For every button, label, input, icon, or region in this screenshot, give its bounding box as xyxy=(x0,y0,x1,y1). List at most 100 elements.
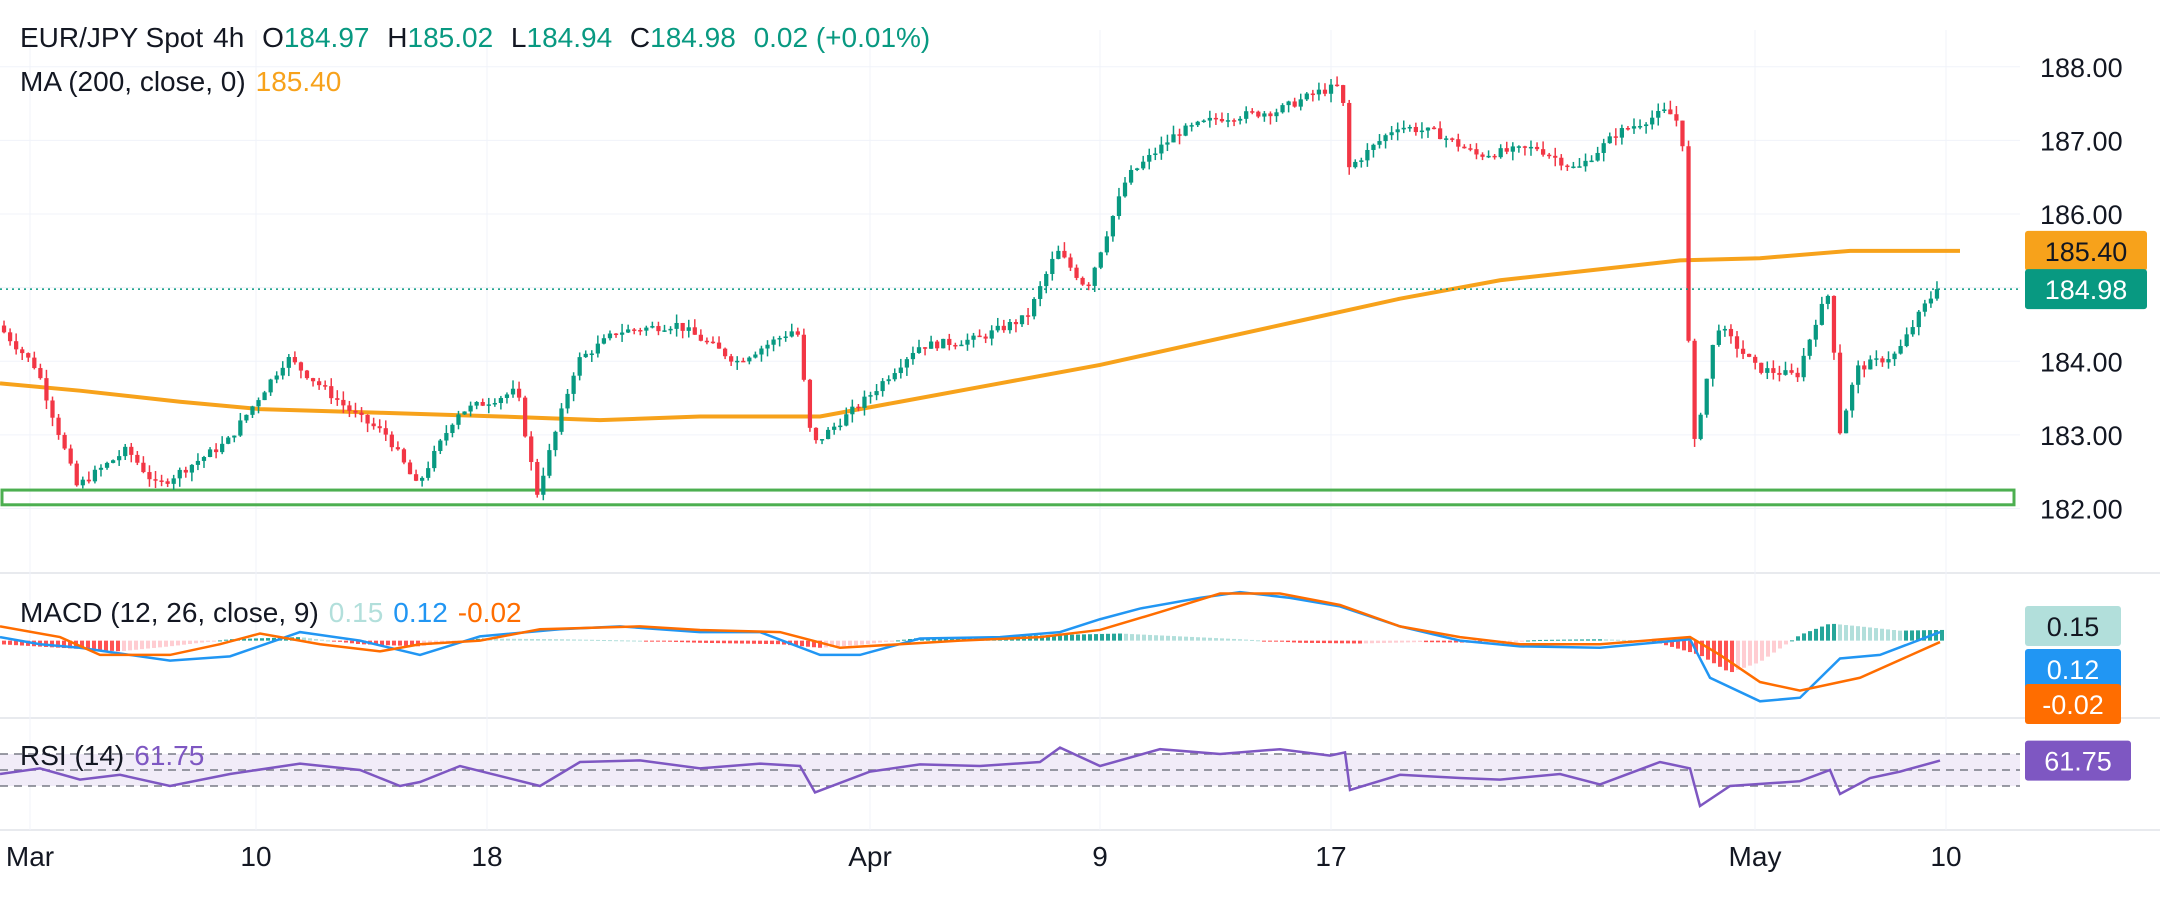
macd-histogram-bar xyxy=(1874,628,1878,641)
macd-histogram-bar xyxy=(1556,639,1560,641)
macd-histogram-bar xyxy=(350,640,354,644)
macd-histogram-bar xyxy=(1742,640,1746,668)
last-price-badge-label: 184.98 xyxy=(2045,275,2128,305)
candle-body xyxy=(807,379,813,428)
candle-body xyxy=(668,328,673,331)
candle-body xyxy=(323,385,328,387)
macd-histogram-bar xyxy=(1706,640,1710,660)
macd-histogram-bar xyxy=(782,640,786,645)
macd-legend-label[interactable]: MACD (12, 26, close, 9) xyxy=(20,597,319,628)
macd-histogram-bar xyxy=(1610,639,1614,641)
candle-body xyxy=(1425,127,1431,131)
candle-body xyxy=(420,477,425,481)
candle-body xyxy=(1928,298,1934,304)
candle-body xyxy=(1353,161,1358,168)
macd-histogram-bar xyxy=(1178,636,1182,641)
candle-body xyxy=(626,329,631,333)
candle-body xyxy=(1201,120,1206,123)
candle-body xyxy=(819,439,825,441)
candle-body xyxy=(1377,141,1382,145)
candle-body xyxy=(1904,334,1909,347)
candle-body xyxy=(953,344,958,347)
macd-histogram-bar xyxy=(254,638,258,641)
macd-histogram-bar xyxy=(1232,638,1236,641)
macd-histogram-bar xyxy=(560,639,564,641)
candle-body xyxy=(1141,161,1146,169)
macd-histogram-bar xyxy=(1514,640,1518,642)
candle-body xyxy=(62,434,67,449)
candle-body xyxy=(177,469,182,479)
candle-body xyxy=(220,443,225,453)
candle-body xyxy=(1843,410,1849,434)
y-tick-label: 188.00 xyxy=(2040,53,2123,83)
candle-body xyxy=(1722,328,1728,331)
candle-body xyxy=(1868,359,1873,370)
candle-body xyxy=(1092,267,1097,286)
candle-body xyxy=(1056,250,1061,259)
macd-histogram-bar xyxy=(608,640,612,642)
candle-body xyxy=(486,404,491,406)
close-value: 184.98 xyxy=(650,22,736,53)
candle-body xyxy=(656,326,661,332)
candle-body xyxy=(613,333,619,336)
candle-body xyxy=(583,353,588,358)
macd-histogram-bar xyxy=(1880,628,1884,641)
candle-body xyxy=(110,460,116,463)
macd-histogram-bar xyxy=(14,640,18,646)
candle-body xyxy=(838,425,843,428)
candle-body xyxy=(1662,109,1667,111)
y-tick-label: 182.00 xyxy=(2040,494,2123,524)
candle-body xyxy=(1371,144,1376,150)
macd-histogram-bar xyxy=(770,640,774,645)
candle-body xyxy=(1856,365,1861,385)
macd-histogram-bar xyxy=(308,638,312,641)
macd-histogram-bar xyxy=(812,640,816,648)
candle-body xyxy=(359,412,364,415)
ma-legend: MA (200, close, 0) 185.40 xyxy=(20,66,351,98)
macd-histogram-bar xyxy=(626,640,630,642)
ma-legend-label[interactable]: MA (200, close, 0) xyxy=(20,66,246,97)
macd-histogram-bar xyxy=(1922,630,1926,641)
candle-body xyxy=(1328,84,1334,94)
macd-histogram-bar xyxy=(1910,630,1914,641)
macd-histogram-bar xyxy=(1274,640,1278,642)
candle-body xyxy=(226,437,231,444)
x-tick-label: Mar xyxy=(6,841,54,872)
macd-histogram-bar xyxy=(650,640,654,642)
candle-body xyxy=(480,401,485,406)
candle-body xyxy=(244,414,249,421)
macd-histogram-bar xyxy=(698,640,702,643)
candle-body xyxy=(256,400,261,407)
macd-histogram-bar xyxy=(116,640,120,652)
macd-histogram-bar xyxy=(1682,640,1686,651)
candle-body xyxy=(262,392,267,401)
macd-histogram-bar xyxy=(212,640,216,642)
candle-body xyxy=(1728,328,1734,337)
candle-body xyxy=(619,332,625,335)
candle-body xyxy=(922,347,928,349)
macd-histogram-bar xyxy=(146,640,150,649)
macd-histogram-bar xyxy=(1256,640,1260,642)
macd-histogram-bar xyxy=(1850,625,1854,641)
macd-histogram-bar xyxy=(842,640,846,647)
candle-body xyxy=(1268,113,1273,117)
macd-histogram-bar xyxy=(536,639,540,641)
macd-histogram-bar xyxy=(1106,633,1110,641)
interval-label[interactable]: 4h xyxy=(213,22,245,53)
macd-histogram-bar xyxy=(1280,640,1284,642)
macd-badge xyxy=(2025,684,2121,724)
rsi-legend-label[interactable]: RSI (14) xyxy=(20,740,125,771)
candle-body xyxy=(1225,120,1231,122)
macd-histogram-bar xyxy=(1394,640,1398,643)
candle-body xyxy=(38,368,43,379)
candle-body xyxy=(1831,295,1837,353)
macd-histogram-bar xyxy=(584,639,588,641)
macd-histogram-bar xyxy=(1766,640,1770,657)
candle-body xyxy=(1116,196,1122,216)
macd-histogram-bar xyxy=(1352,640,1356,644)
symbol-label[interactable]: EUR/JPY Spot xyxy=(20,22,204,53)
macd-histogram-bar xyxy=(554,639,558,641)
macd-histogram-bar xyxy=(1100,633,1104,641)
macd-histogram-bar xyxy=(686,640,690,643)
macd-histogram-bar xyxy=(224,639,228,641)
